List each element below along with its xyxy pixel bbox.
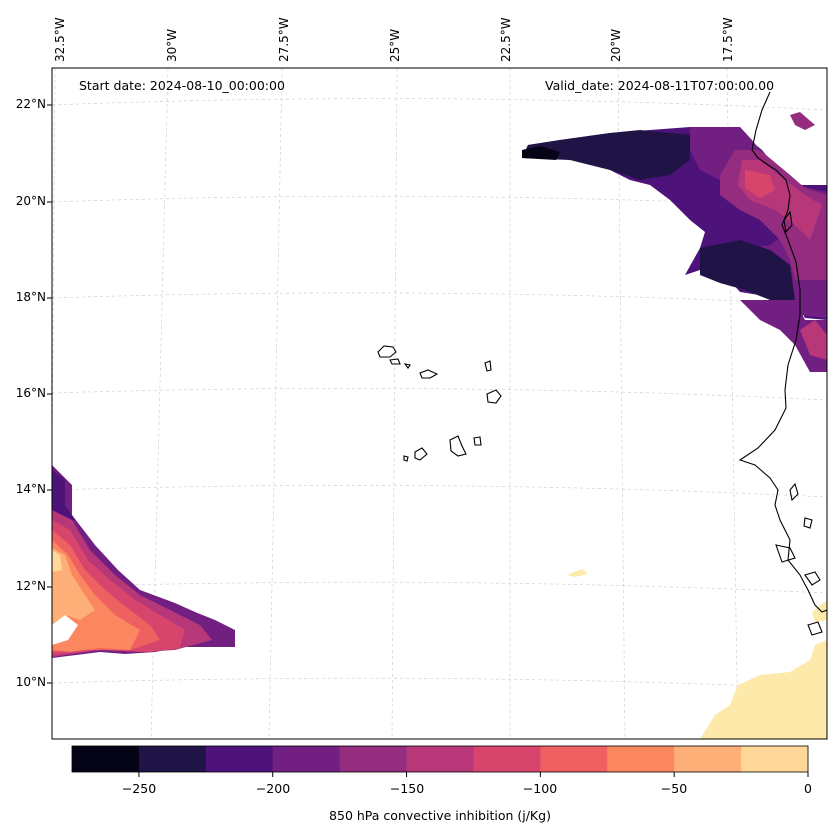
cape-verde-islands bbox=[377, 345, 502, 462]
colorbar-segment bbox=[138, 746, 207, 772]
colorbar-segment bbox=[272, 746, 341, 772]
lon-label: 17.5°W bbox=[721, 17, 735, 62]
colorbar-segment bbox=[540, 746, 608, 772]
colorbar-segment bbox=[72, 746, 140, 772]
colorbar-segment bbox=[339, 746, 408, 772]
lat-label: 16°N bbox=[15, 386, 46, 400]
lon-label: 32.5°W bbox=[53, 17, 67, 62]
valid-date-label: Valid_date: 2024-08-11T07:00:00.00 bbox=[545, 78, 775, 93]
lat-label: 22°N bbox=[15, 97, 46, 111]
colorbar-tick-label: −200 bbox=[255, 781, 291, 796]
colorbar-segment bbox=[607, 746, 675, 772]
colorbar-segment bbox=[205, 746, 274, 772]
colorbar-segment bbox=[741, 746, 809, 772]
colorbar bbox=[71, 745, 809, 777]
lon-label: 22.5°W bbox=[499, 17, 513, 62]
contour-region-southwest bbox=[52, 465, 235, 658]
coastline bbox=[738, 91, 827, 636]
colorbar-tick-label: −100 bbox=[522, 781, 558, 796]
lat-label: 12°N bbox=[15, 579, 46, 593]
colorbar-title: 850 hPa convective inhibition (j/Kg) bbox=[329, 808, 551, 823]
lat-label: 10°N bbox=[15, 675, 46, 689]
graticule-grid bbox=[52, 68, 827, 739]
contour-region-northeast bbox=[522, 112, 827, 372]
colorbar-tick-label: 0 bbox=[804, 781, 812, 796]
start-date-label: Start date: 2024-08-10_00:00:00 bbox=[79, 78, 285, 93]
lon-label: 25°W bbox=[388, 28, 402, 62]
colorbar-segment bbox=[674, 746, 742, 772]
contour-region-southeast bbox=[567, 569, 827, 739]
colorbar-segment bbox=[406, 746, 474, 772]
lon-label: 30°W bbox=[165, 28, 179, 62]
lon-label: 20°W bbox=[609, 28, 623, 62]
colorbar-tick-label: −150 bbox=[389, 781, 425, 796]
lat-label: 18°N bbox=[15, 290, 46, 304]
colorbar-segment bbox=[473, 746, 541, 772]
lon-label: 27.5°W bbox=[277, 17, 291, 62]
colorbar-tick-label: −50 bbox=[660, 781, 688, 796]
colorbar-tick-label: −250 bbox=[121, 781, 157, 796]
lat-label: 20°N bbox=[15, 194, 46, 208]
lat-label: 14°N bbox=[15, 482, 46, 496]
map-frame bbox=[51, 67, 828, 740]
